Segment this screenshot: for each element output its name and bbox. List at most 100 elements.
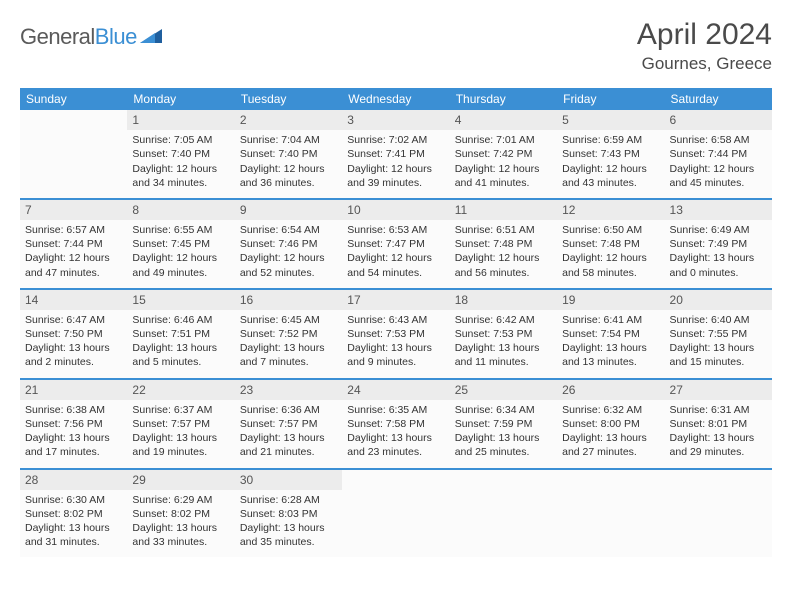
daylight-text: Daylight: 13 hours <box>347 341 444 355</box>
day-cell: 28Sunrise: 6:30 AMSunset: 8:02 PMDayligh… <box>20 469 127 558</box>
month-title: April 2024 <box>637 18 772 52</box>
sunset-text: Sunset: 7:45 PM <box>132 237 229 251</box>
daylight-text: Daylight: 12 hours <box>347 251 444 265</box>
sunset-text: Sunset: 7:47 PM <box>347 237 444 251</box>
daylight-text: Daylight: 13 hours <box>25 521 122 535</box>
day-number: 9 <box>235 200 342 220</box>
daylight-text: and 25 minutes. <box>455 445 552 459</box>
triangle-icon <box>140 27 162 48</box>
sunrise-text: Sunrise: 6:46 AM <box>132 313 229 327</box>
logo: GeneralBlue <box>20 18 162 50</box>
daylight-text: and 5 minutes. <box>132 355 229 369</box>
day-number: 15 <box>127 290 234 310</box>
week-row: 21Sunrise: 6:38 AMSunset: 7:56 PMDayligh… <box>20 379 772 469</box>
sunrise-text: Sunrise: 6:28 AM <box>240 493 337 507</box>
sunrise-text: Sunrise: 7:01 AM <box>455 133 552 147</box>
day-cell: 20Sunrise: 6:40 AMSunset: 7:55 PMDayligh… <box>665 289 772 379</box>
empty-cell <box>665 469 772 558</box>
dow-row: SundayMondayTuesdayWednesdayThursdayFrid… <box>20 88 772 110</box>
empty-cell <box>450 469 557 558</box>
daylight-text: and 49 minutes. <box>132 266 229 280</box>
daylight-text: and 17 minutes. <box>25 445 122 459</box>
daylight-text: and 34 minutes. <box>132 176 229 190</box>
sunrise-text: Sunrise: 6:36 AM <box>240 403 337 417</box>
day-cell: 14Sunrise: 6:47 AMSunset: 7:50 PMDayligh… <box>20 289 127 379</box>
daylight-text: Daylight: 13 hours <box>562 431 659 445</box>
sunset-text: Sunset: 7:41 PM <box>347 147 444 161</box>
daylight-text: and 43 minutes. <box>562 176 659 190</box>
daylight-text: and 35 minutes. <box>240 535 337 549</box>
dow-wednesday: Wednesday <box>342 88 449 110</box>
daylight-text: Daylight: 12 hours <box>562 162 659 176</box>
day-number: 24 <box>342 380 449 400</box>
daylight-text: Daylight: 12 hours <box>240 162 337 176</box>
daylight-text: Daylight: 13 hours <box>670 251 767 265</box>
day-number: 6 <box>665 110 772 130</box>
sunset-text: Sunset: 7:53 PM <box>455 327 552 341</box>
day-cell: 29Sunrise: 6:29 AMSunset: 8:02 PMDayligh… <box>127 469 234 558</box>
sunset-text: Sunset: 7:51 PM <box>132 327 229 341</box>
day-cell: 1Sunrise: 7:05 AMSunset: 7:40 PMDaylight… <box>127 110 234 199</box>
daylight-text: and 15 minutes. <box>670 355 767 369</box>
daylight-text: Daylight: 13 hours <box>670 431 767 445</box>
day-number: 29 <box>127 470 234 490</box>
empty-cell <box>20 110 127 199</box>
sunset-text: Sunset: 7:40 PM <box>132 147 229 161</box>
day-number: 26 <box>557 380 664 400</box>
day-number: 11 <box>450 200 557 220</box>
sunset-text: Sunset: 7:48 PM <box>455 237 552 251</box>
daylight-text: and 54 minutes. <box>347 266 444 280</box>
daylight-text: and 2 minutes. <box>25 355 122 369</box>
sunrise-text: Sunrise: 7:04 AM <box>240 133 337 147</box>
daylight-text: and 19 minutes. <box>132 445 229 459</box>
day-cell: 30Sunrise: 6:28 AMSunset: 8:03 PMDayligh… <box>235 469 342 558</box>
sunset-text: Sunset: 7:57 PM <box>132 417 229 431</box>
daylight-text: Daylight: 13 hours <box>240 431 337 445</box>
daylight-text: Daylight: 13 hours <box>240 521 337 535</box>
day-cell: 16Sunrise: 6:45 AMSunset: 7:52 PMDayligh… <box>235 289 342 379</box>
sunrise-text: Sunrise: 6:59 AM <box>562 133 659 147</box>
day-number: 17 <box>342 290 449 310</box>
sunset-text: Sunset: 7:48 PM <box>562 237 659 251</box>
daylight-text: Daylight: 13 hours <box>25 341 122 355</box>
day-number: 21 <box>20 380 127 400</box>
day-number: 20 <box>665 290 772 310</box>
sunrise-text: Sunrise: 6:31 AM <box>670 403 767 417</box>
daylight-text: and 47 minutes. <box>25 266 122 280</box>
calendar-table: SundayMondayTuesdayWednesdayThursdayFrid… <box>20 88 772 557</box>
sunrise-text: Sunrise: 6:42 AM <box>455 313 552 327</box>
day-cell: 15Sunrise: 6:46 AMSunset: 7:51 PMDayligh… <box>127 289 234 379</box>
day-cell: 10Sunrise: 6:53 AMSunset: 7:47 PMDayligh… <box>342 199 449 289</box>
day-number: 12 <box>557 200 664 220</box>
sunrise-text: Sunrise: 6:40 AM <box>670 313 767 327</box>
sunset-text: Sunset: 7:56 PM <box>25 417 122 431</box>
daylight-text: Daylight: 12 hours <box>132 162 229 176</box>
day-number: 7 <box>20 200 127 220</box>
week-row: 28Sunrise: 6:30 AMSunset: 8:02 PMDayligh… <box>20 469 772 558</box>
sunrise-text: Sunrise: 6:57 AM <box>25 223 122 237</box>
daylight-text: Daylight: 13 hours <box>562 341 659 355</box>
day-cell: 9Sunrise: 6:54 AMSunset: 7:46 PMDaylight… <box>235 199 342 289</box>
day-cell: 3Sunrise: 7:02 AMSunset: 7:41 PMDaylight… <box>342 110 449 199</box>
sunset-text: Sunset: 7:49 PM <box>670 237 767 251</box>
sunset-text: Sunset: 8:01 PM <box>670 417 767 431</box>
sunset-text: Sunset: 7:57 PM <box>240 417 337 431</box>
day-number: 8 <box>127 200 234 220</box>
week-row: 14Sunrise: 6:47 AMSunset: 7:50 PMDayligh… <box>20 289 772 379</box>
sunrise-text: Sunrise: 6:43 AM <box>347 313 444 327</box>
sunset-text: Sunset: 8:02 PM <box>25 507 122 521</box>
sunset-text: Sunset: 7:50 PM <box>25 327 122 341</box>
day-cell: 11Sunrise: 6:51 AMSunset: 7:48 PMDayligh… <box>450 199 557 289</box>
daylight-text: Daylight: 12 hours <box>670 162 767 176</box>
day-cell: 19Sunrise: 6:41 AMSunset: 7:54 PMDayligh… <box>557 289 664 379</box>
daylight-text: Daylight: 13 hours <box>455 431 552 445</box>
sunrise-text: Sunrise: 7:05 AM <box>132 133 229 147</box>
daylight-text: and 29 minutes. <box>670 445 767 459</box>
sunrise-text: Sunrise: 6:49 AM <box>670 223 767 237</box>
week-row: 1Sunrise: 7:05 AMSunset: 7:40 PMDaylight… <box>20 110 772 199</box>
sunset-text: Sunset: 7:42 PM <box>455 147 552 161</box>
dow-thursday: Thursday <box>450 88 557 110</box>
empty-cell <box>557 469 664 558</box>
sunset-text: Sunset: 7:59 PM <box>455 417 552 431</box>
day-number: 4 <box>450 110 557 130</box>
